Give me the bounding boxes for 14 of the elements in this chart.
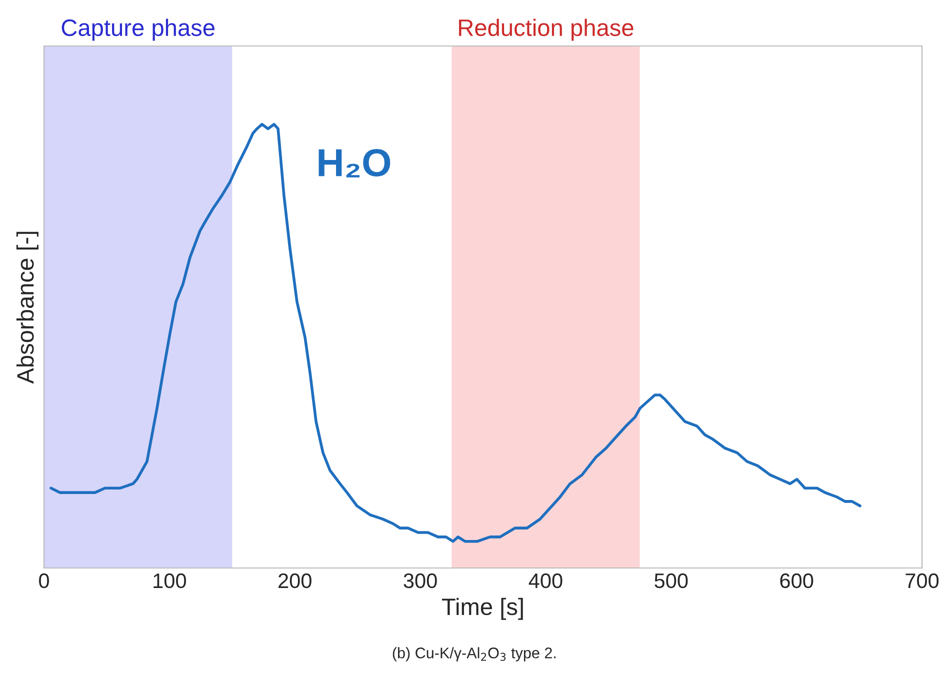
x-axis-title: Time [s] — [442, 598, 523, 620]
x-tick-label: 100 — [154, 573, 186, 588]
text: (b) Cu-K/γ-Al$_{2}$O$_{3}$ type 2. — [392, 647, 556, 662]
x-tick-label: 500 — [654, 573, 688, 588]
band-label: Capture phase — [62, 18, 214, 41]
band-label: Reduction phase — [459, 18, 634, 41]
x-tick-label: 600 — [780, 573, 814, 588]
x-tick-label: 300 — [404, 573, 437, 588]
x-tick-label: 700 — [906, 573, 939, 588]
x-tick-label: 0 — [39, 573, 49, 588]
x-tick-label: 200 — [278, 573, 312, 588]
y-axis-title: Absorbance [-] — [16, 232, 38, 384]
x-tick-label: 400 — [528, 573, 562, 588]
annotation: H₂O — [318, 148, 390, 178]
